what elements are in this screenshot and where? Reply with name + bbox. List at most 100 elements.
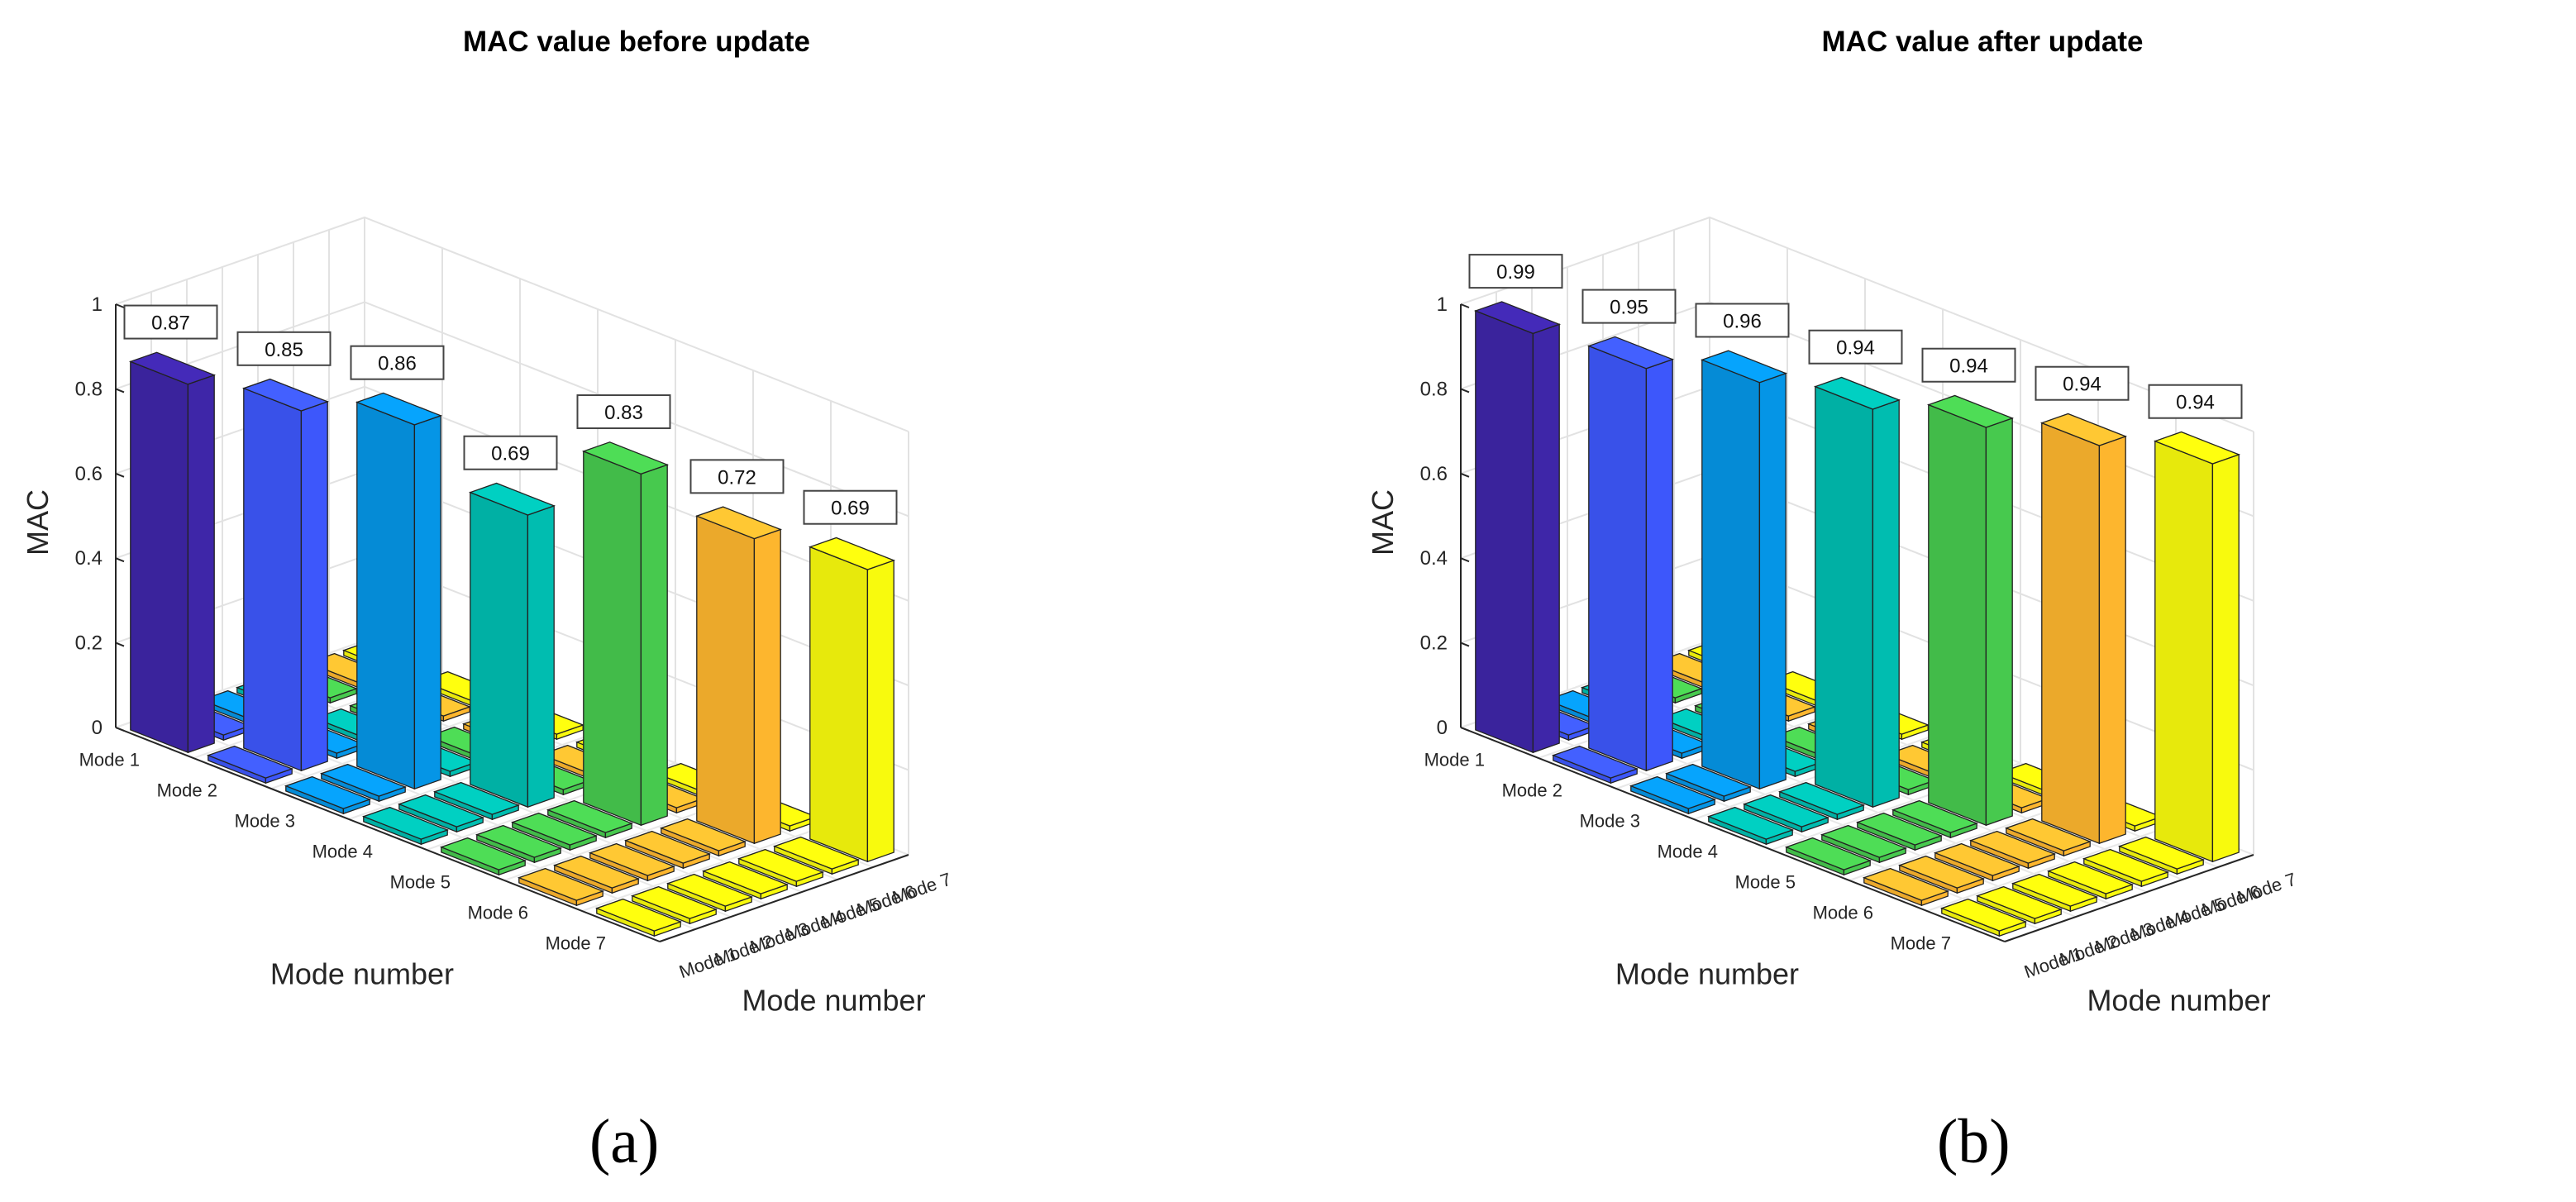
bar-side-face <box>2211 453 2240 863</box>
gridline <box>1926 823 2177 912</box>
data-label: 0.94 <box>2063 374 2101 396</box>
z-tick <box>1460 557 1470 563</box>
y-tick-label: Mode 4 <box>312 842 373 862</box>
z-tick-label: 0 <box>1437 717 1448 739</box>
bar-top-face <box>1551 745 1639 779</box>
y-tick-label: Mode 5 <box>390 872 451 893</box>
data-label: 0.69 <box>491 443 530 465</box>
data-label-box <box>236 331 332 366</box>
tile-6-3 <box>588 842 676 882</box>
y-tick-label: Mode 3 <box>235 811 295 832</box>
bar-top-face <box>468 482 556 516</box>
bar-top-face <box>319 763 408 797</box>
bar-side-face <box>753 528 781 845</box>
bar-top-face <box>2011 873 2099 907</box>
bar-top-face <box>1664 763 1753 797</box>
data-labels: 0.99 0.95 0.96 0.94 0.94 0.94 0.94 <box>1468 254 2243 419</box>
tile-6-4 <box>1968 830 2057 870</box>
data-label-box <box>2148 384 2243 419</box>
tile-6-2 <box>552 855 641 894</box>
z-tick-label: 0.6 <box>1420 463 1448 485</box>
y-tick-label: Mode 6 <box>1813 903 1873 923</box>
tile-3-1 <box>1629 775 1717 815</box>
bar-top-face <box>439 837 527 870</box>
bar-top-face <box>588 842 676 876</box>
tile-3-2 <box>319 763 408 803</box>
bar-top-face <box>1742 794 1830 828</box>
bar-mode-3 <box>1700 350 1788 790</box>
tile-3-1 <box>284 775 372 815</box>
tile-7-6 <box>2117 836 2206 875</box>
bar-top-face <box>737 848 825 882</box>
bars <box>1473 301 2241 937</box>
bar-front-face <box>2154 440 2214 863</box>
bar-mode-2 <box>1586 336 1675 772</box>
x-axis-label: Mode number <box>742 984 925 1018</box>
y-axis: Mode 1 Mode 2 Mode 3 Mode 4 Mode 5 Mode 6 Mode… <box>1424 727 2006 991</box>
bar-top-face <box>1855 812 1944 846</box>
tile-7-6 <box>772 836 861 875</box>
z-axis: 0 0.2 0.4 0.6 0.8 1 MAC <box>1366 293 1470 739</box>
data-label-box <box>1468 254 1563 289</box>
data-labels: 0.87 0.85 0.86 0.69 0.83 0.72 0.69 <box>123 304 898 525</box>
bar-front-face <box>583 450 642 827</box>
tile-5-1 <box>439 837 527 876</box>
tile-4-3 <box>1777 781 1866 821</box>
bar-front-face <box>696 515 756 845</box>
bar-side-face <box>1532 323 1560 754</box>
bar-top-face <box>1939 898 2028 932</box>
tile-5-4 <box>1891 799 1979 839</box>
bar-mode-5 <box>581 441 670 827</box>
y-tick-label: Mode 2 <box>157 780 217 801</box>
tile-7-1 <box>1939 898 2028 937</box>
bar-top-face <box>2082 848 2170 882</box>
bar-top-face <box>1933 842 2021 876</box>
bar-top-face <box>128 351 217 385</box>
tile-4-1 <box>361 806 450 846</box>
bar-side-face <box>1758 372 1787 790</box>
data-label-box <box>803 489 898 525</box>
bar-front-face <box>1928 403 1987 827</box>
z-tick <box>115 388 125 394</box>
bar-top-face <box>1813 376 1901 410</box>
z-tick-label: 0 <box>92 717 103 739</box>
bar-front-face <box>1701 359 1761 790</box>
bar-top-face <box>1706 806 1795 840</box>
data-label-box <box>2035 365 2130 401</box>
bar-side-face <box>866 559 894 863</box>
bar-top-face <box>1586 336 1675 370</box>
tile-6-5 <box>2004 818 2092 857</box>
bar-side-face <box>2098 435 2126 845</box>
y-axis-line <box>115 727 661 942</box>
y-axis-label: Mode number <box>1615 957 1799 991</box>
data-label: 0.95 <box>1610 297 1648 319</box>
z-tick <box>1460 642 1470 647</box>
y-tick-label: Mode 2 <box>1502 780 1562 801</box>
bar-mode-2 <box>241 378 330 772</box>
data-label: 0.72 <box>718 466 756 489</box>
z-tick-label: 0.4 <box>75 547 103 570</box>
y-tick-label: Mode 7 <box>546 933 606 954</box>
tile-4-2 <box>1742 794 1830 833</box>
bar-top-face <box>552 855 641 889</box>
data-label: 0.69 <box>831 498 870 520</box>
bar-mode-7 <box>808 537 896 863</box>
z-tick <box>115 303 125 308</box>
bar-top-face <box>241 378 330 412</box>
data-label-box <box>350 345 445 380</box>
data-label-box <box>1581 289 1677 324</box>
bar-top-face <box>2153 431 2241 465</box>
bar-top-face <box>1897 855 1986 889</box>
tile-7-4 <box>701 861 789 900</box>
z-tick-label: 1 <box>92 293 103 316</box>
bar-mode-5 <box>1926 394 2015 827</box>
y-tick-label: Mode 6 <box>468 903 528 923</box>
z-tick-label: 1 <box>1437 293 1448 316</box>
bar-top-face <box>659 818 747 851</box>
bar-side-face <box>300 400 328 772</box>
bar-front-face <box>1475 310 1534 754</box>
bar-top-face <box>1629 775 1717 809</box>
tile-4-3 <box>432 781 521 821</box>
